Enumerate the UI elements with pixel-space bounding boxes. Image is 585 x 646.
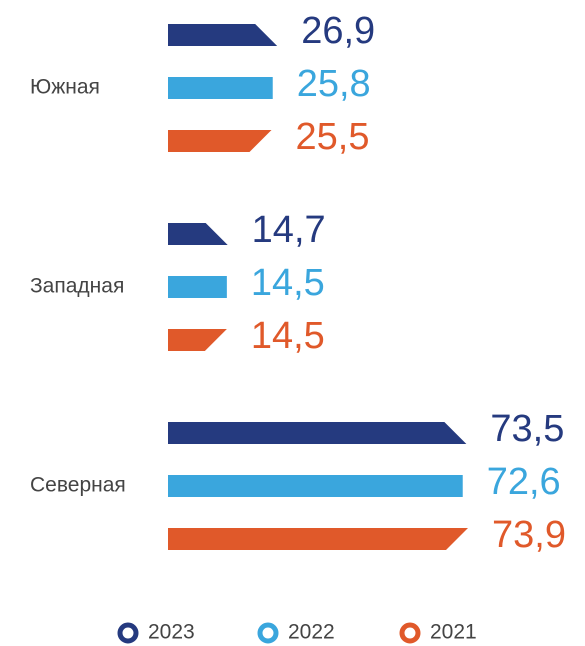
category-label: Южная	[30, 76, 100, 99]
bar	[168, 77, 273, 99]
legend-label: 2021	[430, 621, 477, 644]
bar	[168, 329, 227, 351]
value-label: 73,5	[490, 408, 564, 450]
bar	[168, 223, 228, 245]
category-label: Западная	[30, 275, 124, 298]
legend-marker	[257, 622, 279, 644]
bar	[168, 24, 278, 46]
category-label: Северная	[30, 474, 126, 497]
bar	[168, 475, 463, 497]
legend-label: 2023	[148, 621, 195, 644]
value-label: 25,8	[297, 63, 371, 105]
value-label: 14,7	[252, 209, 326, 251]
legend-marker	[117, 622, 139, 644]
bar	[168, 130, 272, 152]
value-label: 14,5	[251, 315, 325, 357]
value-label: 73,9	[492, 514, 566, 556]
bar	[168, 276, 227, 298]
value-label: 72,6	[487, 461, 561, 503]
value-label: 26,9	[301, 10, 375, 52]
value-label: 25,5	[296, 116, 370, 158]
bar	[168, 422, 467, 444]
legend-label: 2022	[288, 621, 335, 644]
value-label: 14,5	[251, 262, 325, 304]
bar	[168, 528, 468, 550]
legend-marker	[399, 622, 421, 644]
